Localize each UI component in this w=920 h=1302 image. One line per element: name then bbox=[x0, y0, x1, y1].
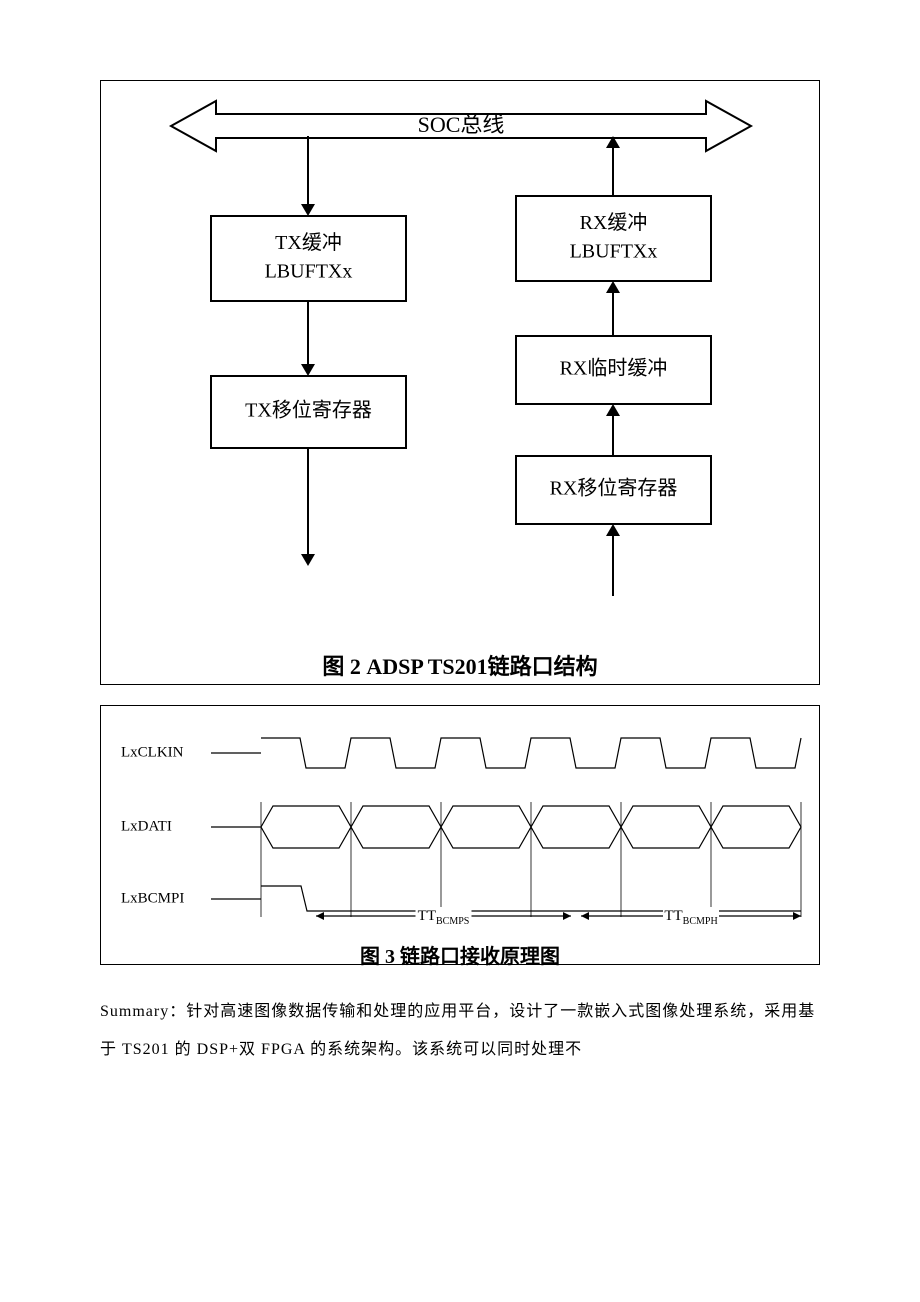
svg-text:TX缓冲: TX缓冲 bbox=[275, 231, 342, 254]
summary-paragraph: Summary：针对高速图像数据传输和处理的应用平台，设计了一款嵌入式图像处理系… bbox=[100, 993, 820, 1070]
svg-text:LBUFTXx: LBUFTXx bbox=[570, 240, 658, 262]
fig2-svg: SOC总线 TX缓冲 LBUFTXx RX缓冲 LBUFTXx TX移位寄存器 RX临时缓冲… bbox=[101, 81, 821, 641]
svg-text:LxCLKIN: LxCLKIN bbox=[121, 744, 184, 760]
figure-2-block-diagram: SOC总线 TX缓冲 LBUFTXx RX缓冲 LBUFTXx TX移位寄存器 RX临时缓冲… bbox=[100, 80, 820, 685]
svg-text:TX移位寄存器: TX移位寄存器 bbox=[245, 399, 372, 422]
svg-text:LBUFTXx: LBUFTXx bbox=[265, 260, 353, 282]
figure-3-timing-diagram: LxCLKINLxDATILxBCMPITTBCMPSTTBCMPH 图 3 链… bbox=[100, 705, 820, 965]
summary-text: 针对高速图像数据传输和处理的应用平台，设计了一款嵌入式图像处理系统，采用基于 T… bbox=[100, 1003, 815, 1058]
summary-prefix: Summary： bbox=[100, 1003, 186, 1020]
svg-text:RX缓冲: RX缓冲 bbox=[580, 211, 648, 234]
svg-text:RX临时缓冲: RX临时缓冲 bbox=[560, 357, 668, 380]
figure-2-caption: 图 2 ADSP TS201链路口结构 bbox=[101, 649, 819, 681]
svg-text:SOC总线: SOC总线 bbox=[418, 112, 505, 137]
svg-text:LxBCMPI: LxBCMPI bbox=[121, 890, 184, 906]
svg-text:RX移位寄存器: RX移位寄存器 bbox=[550, 477, 678, 500]
fig3-svg: LxCLKINLxDATILxBCMPITTBCMPSTTBCMPH bbox=[101, 706, 821, 938]
figure-3-caption: 图 3 链路口接收原理图 bbox=[101, 940, 819, 969]
svg-text:LxDATI: LxDATI bbox=[121, 818, 172, 834]
